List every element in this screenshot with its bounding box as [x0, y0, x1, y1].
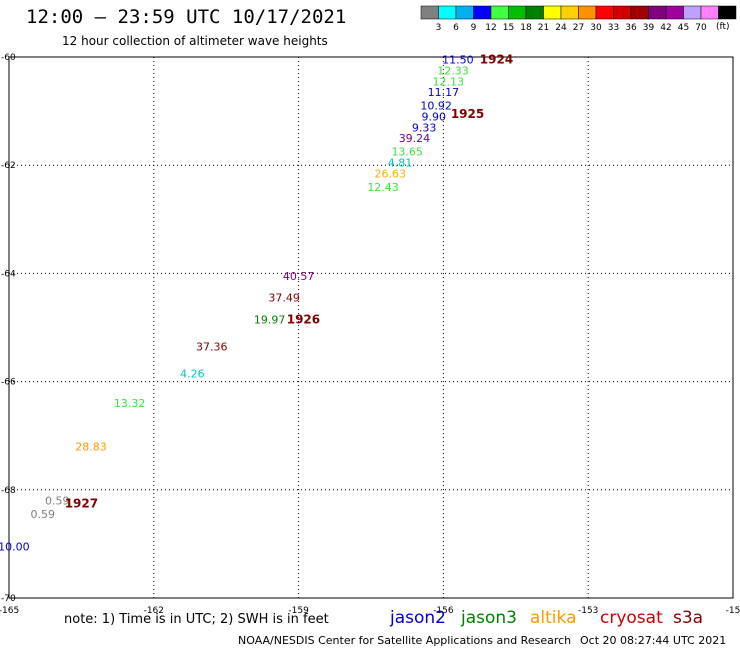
colorbar-tick-label: 21 [538, 23, 549, 33]
wave-height-label: 12.43 [367, 181, 399, 194]
colorbar-swatch [560, 5, 579, 20]
x-tick-label: -153 [578, 606, 598, 616]
chart-subtitle: 12 hour collection of altimeter wave hei… [62, 34, 328, 48]
colorbar-tick-label: 3 [436, 23, 442, 33]
colorbar-tick-label: 39 [643, 23, 655, 33]
time-label: 1926 [287, 312, 320, 326]
colorbar-swatch [438, 5, 457, 20]
colorbar-swatch [578, 5, 597, 20]
colorbar-tick-label: 33 [608, 23, 619, 33]
colorbar-swatch [420, 5, 439, 20]
y-tick-label: -60 [1, 53, 16, 63]
wave-height-label: 9.33 [412, 121, 437, 134]
colorbar-tick-label: 18 [520, 23, 532, 33]
wave-height-label: 37.36 [196, 340, 228, 353]
colorbar-unit: (ft) [716, 22, 730, 32]
colorbar-swatch [613, 5, 632, 20]
wave-height-label: 40.57 [283, 270, 315, 283]
y-tick-label: -62 [1, 161, 16, 171]
colorbar-swatch [525, 5, 544, 20]
colorbar-swatch [718, 5, 737, 20]
wave-height-label: 11.17 [428, 86, 460, 99]
colorbar-tick-label: 6 [453, 23, 459, 33]
wave-height-label: 4.81 [388, 156, 413, 169]
footer-timestamp: Oct 20 08:27:44 UTC 2021 [580, 634, 727, 647]
colorbar-swatch [630, 5, 649, 20]
legend-s3a: s3a [673, 608, 704, 628]
colorbar-tick-label: 12 [485, 23, 496, 33]
colorbar-tick-label: 45 [678, 23, 689, 33]
wave-height-label: 13.65 [391, 146, 423, 159]
x-tick-label: -165 [0, 606, 19, 616]
wave-height-label: 0.59 [31, 508, 56, 521]
colorbar-swatch [508, 5, 527, 20]
colorbar-swatch [648, 5, 667, 20]
y-tick-label: -64 [1, 269, 16, 279]
wave-height-label: 13.32 [114, 397, 146, 410]
colorbar-swatch [490, 5, 509, 20]
wave-height-label: 26.63 [375, 167, 407, 180]
x-tick-label: -15 [726, 606, 740, 616]
time-label: 1927 [65, 496, 98, 510]
x-tick-label: -162 [144, 606, 164, 616]
wave-height-label: 28.83 [75, 441, 107, 454]
legend-altika: altika [530, 608, 577, 628]
wave-height-label: 0.59 [45, 495, 70, 508]
wave-height-label: 9.90 [421, 111, 446, 124]
colorbar-tick-label: 27 [573, 23, 584, 33]
time-label: 1925 [451, 107, 484, 121]
y-tick-label: -68 [1, 486, 16, 496]
footer-note: note: 1) Time is in UTC; 2) SWH is in fe… [64, 612, 329, 627]
colorbar-swatch [683, 5, 702, 20]
wave-height-label: 4.26 [180, 367, 205, 380]
wave-height-label: 10.00 [0, 541, 30, 554]
colorbar-tick-label: 36 [625, 23, 637, 33]
plot-frame [8, 56, 734, 599]
wave-height-label: 12.13 [432, 75, 464, 88]
colorbar-tick-label: 70 [695, 23, 707, 33]
colorbar-swatch [665, 5, 684, 20]
x-tick-label: -156 [433, 606, 454, 616]
colorbar-swatch [700, 5, 719, 20]
y-tick-label: -70 [1, 594, 16, 604]
colorbar-swatch [473, 5, 492, 20]
chart-title: 12:00 – 23:59 UTC 10/17/2021 [26, 6, 347, 28]
wave-height-label: 37.49 [268, 292, 300, 305]
colorbar-tick-label: 9 [471, 23, 477, 33]
y-tick-label: -66 [1, 378, 16, 388]
legend-cryosat: cryosat [600, 608, 663, 628]
wave-height-label: 11.50 [442, 54, 474, 67]
wave-height-label: 10.92 [420, 100, 452, 113]
wave-height-label: 39.24 [399, 132, 431, 145]
colorbar-swatch [595, 5, 614, 20]
legend-jason2: jason2 [390, 608, 446, 628]
x-tick-label: -159 [288, 606, 309, 616]
colorbar-swatch [455, 5, 474, 20]
colorbar-tick-label: 24 [555, 23, 567, 33]
time-label: 1924 [480, 53, 513, 67]
colorbar-tick-label: 42 [660, 23, 671, 33]
colorbar-swatch [543, 5, 562, 20]
wave-height-label: 19.97 [254, 313, 286, 326]
colorbar-tick-label: 30 [590, 23, 602, 33]
footer-credit: NOAA/NESDIS Center for Satellite Applica… [238, 634, 572, 647]
legend-jason3: jason3 [461, 608, 517, 628]
wave-height-label: 12.33 [437, 65, 469, 78]
colorbar-tick-label: 15 [503, 23, 514, 33]
